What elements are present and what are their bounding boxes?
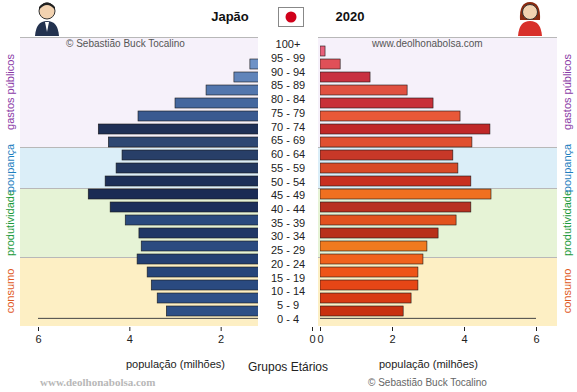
svg-text:4: 4 (461, 333, 467, 345)
html-text:30 - 34: 30 - 34 (270, 230, 306, 243)
svg-text:6: 6 (35, 333, 41, 345)
html-text:65 - 69: 65 - 69 (270, 134, 306, 147)
html-text:0 - 4: 0 - 4 (277, 312, 299, 325)
svg-text:2: 2 (389, 333, 395, 345)
html-text:© Sebastião Buck Tocalino: © Sebastião Buck Tocalino (66, 38, 185, 49)
html-text:100+: 100+ (275, 38, 301, 51)
html-text:www.deolhonabolsa.com: www.deolhonabolsa.com (372, 38, 483, 49)
html-text:consumo: consumo (4, 269, 16, 314)
html-text:95 - 99: 95 - 99 (270, 52, 306, 64)
html-text:80 - 84: 80 - 84 (270, 93, 306, 106)
svg-text:0: 0 (317, 333, 323, 345)
svg-text:população (milhões): população (milhões) (126, 358, 225, 370)
svg-text:população (milhões): população (milhões) (379, 358, 478, 370)
html-text:consumo: consumo (561, 269, 573, 314)
html-text:50 - 54: 50 - 54 (270, 175, 306, 188)
html-text:75 - 79: 75 - 79 (270, 106, 306, 119)
html-text:10 - 14: 10 - 14 (270, 285, 306, 298)
html-text:poupança: poupança (4, 143, 16, 192)
svg-text:4: 4 (127, 333, 133, 345)
html-text:2020: 2020 (335, 9, 365, 24)
html-text:gastos públicos: gastos públicos (561, 54, 573, 131)
html-text:40 - 44: 40 - 44 (270, 202, 306, 215)
html-text:85 - 89: 85 - 89 (270, 79, 306, 92)
html-text:55 - 59: 55 - 59 (270, 161, 306, 174)
html-text:www.deolhonabolsa.com: www.deolhonabolsa.com (40, 376, 156, 388)
html-text:35 - 39: 35 - 39 (270, 216, 306, 229)
html-text:45 - 49: 45 - 49 (270, 189, 306, 202)
html-text:60 - 64: 60 - 64 (270, 148, 306, 160)
svg-text:2: 2 (218, 333, 224, 345)
html-text:Japão: Japão (211, 9, 249, 24)
html-text:5 - 9: 5 - 9 (277, 299, 299, 311)
html-text:poupança: poupança (561, 143, 573, 192)
html-text:20 - 24: 20 - 24 (270, 257, 306, 270)
html-text:© Sebastião Buck Tocalino: © Sebastião Buck Tocalino (368, 377, 487, 388)
svg-text:0: 0 (309, 333, 315, 345)
html-text:70 - 74: 70 - 74 (270, 120, 306, 133)
html-text:90 - 94: 90 - 94 (270, 65, 306, 78)
html-text:produtividade: produtividade (561, 189, 573, 256)
html-text:25 - 29: 25 - 29 (270, 244, 306, 257)
html-text:produtividade: produtividade (4, 189, 16, 256)
svg-text:6: 6 (533, 333, 539, 345)
html-text:15 - 19: 15 - 19 (270, 271, 306, 284)
html-text:Grupos Etários: Grupos Etários (248, 360, 328, 374)
html-text:gastos públicos: gastos públicos (4, 54, 16, 131)
